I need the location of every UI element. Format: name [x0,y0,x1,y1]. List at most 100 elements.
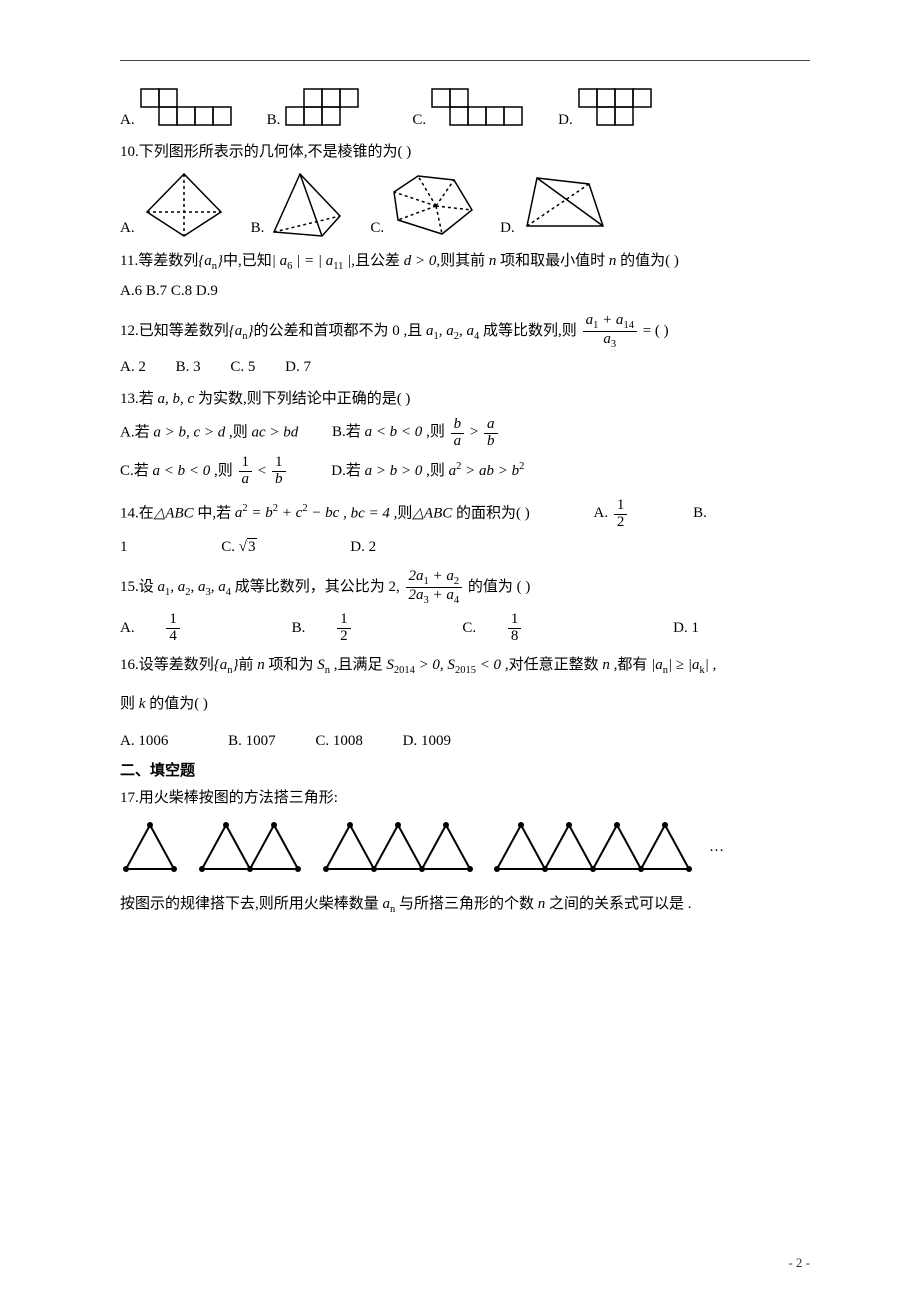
q17-ellipsis: … [709,839,724,855]
q12-text: 12.已知等差数列{an}的公差和首项都不为 0 ,且 a1, a2, a4 成… [120,313,810,350]
q13b-pre: B.若 [332,424,365,440]
q15-pre: 15.设 [120,579,154,595]
q9-option-c: C. [412,87,530,131]
q16-line2: 则 k 的值为( ) [120,693,810,716]
q10-a-label: A. [120,217,135,240]
q11-m2: ,且公差 [351,253,400,269]
q17-text: 17.用火柴棒按图的方法搭三角形: [120,787,810,810]
q17-t2-tail: 之间的关系式可以是 . [545,896,691,912]
page: A. B. [0,0,920,1302]
q15-options: A. 14 B. 12 C. 18 D. 1 [120,612,810,645]
q16-a: A. 1006 [120,730,168,753]
q15-d: D. 1 [673,617,699,640]
q10-option-d: D. [500,170,609,240]
q12-tail: = ( ) [643,323,669,339]
q9-c-label: C. [412,109,426,132]
q12-options: A. 2 B. 3 C. 5 D. 7 [120,356,810,379]
q10-option-a: A. [120,170,229,240]
q10-c-label: C. [370,217,384,240]
q12-fraction: a1 + a14a3 [583,313,637,350]
q13d-mid: ,则 [422,463,448,479]
q12-m2: ,且 [404,323,423,339]
q16-c: C. 1008 [315,730,363,753]
q14-a-label: A. [594,505,609,521]
section2-heading: 二、填空题 [120,760,810,783]
q15-fraction: 2a1 + a22a3 + a4 [406,569,463,606]
q10-options-row: A. B. C. [120,170,810,240]
q11-pre: 11.等差数列 [120,253,198,269]
q15-a: A. 14 [120,612,232,645]
q16-options: A. 1006 B. 1007 C. 1008 D. 1009 [120,730,810,753]
q14-b: B. [693,505,707,521]
q9-option-d: D. [558,87,677,131]
q14-m4: 的面积为( ) [456,505,530,521]
q13a-math: a > b, c > d [153,424,225,440]
q16-d: D. 1009 [403,730,451,753]
q16-m6: , [709,657,717,673]
cube-net-d-icon [577,87,677,131]
q15-m1: 成等比数列，其公比为 2, [235,579,400,595]
q16-b: B. 1007 [228,730,276,753]
q11-options: A.6 B.7 C.8 D.9 [120,280,810,303]
cube-net-b-icon [284,87,384,131]
q13-a: A.若 a > b, c > d ,则 ac > bd [120,424,298,440]
triangle-2-icon [196,819,304,875]
q13a-pre: A.若 [120,424,153,440]
q9-b-label: B. [267,109,281,132]
pyramid-c-icon [388,170,478,240]
q13b-math: a < b < 0 [365,424,423,440]
q16-l2-pre: 则 [120,696,139,712]
q13-c: C.若 a < b < 0 ,则 1a < 1b [120,463,288,479]
q13c-mid: ,则 [210,463,236,479]
q12-m3: 成等比数列,则 [483,323,577,339]
q10-option-b: B. [251,170,349,240]
q10-b-label: B. [251,217,265,240]
q12-a: A. 2 [120,356,146,379]
q12-c: C. 5 [230,356,255,379]
q16-l2-tail: 的值为( ) [145,696,208,712]
q14-m2: , [339,505,350,521]
q10-d-label: D. [500,217,515,240]
q13b-mid: ,则 [422,424,448,440]
q15-b: B. 12 [292,612,403,645]
q15-c-label: C. [462,617,476,640]
q14-d: D. 2 [350,539,376,555]
q9-a-label: A. [120,109,135,132]
triangle-3-icon [320,819,476,875]
q14-line2: 1 C. √3 D. 2 [120,536,810,559]
q11-m4: 项和取最小值时 [496,253,609,269]
q9-options-row: A. B. [120,87,810,131]
q14-a: A. 12 [594,505,630,521]
q12-b: B. 3 [176,356,201,379]
pyramid-b-icon [268,170,348,240]
q13-text: 13.若 a, b, c 为实数,则下列结论中正确的是( ) [120,388,810,411]
q13-row1: A.若 a > b, c > d ,则 ac > bd B.若 a < b < … [120,417,810,450]
q13a-math2: ac > bd [252,424,299,440]
q15-tail: 的值为 ( ) [468,579,531,595]
q12-pre: 12.已知等差数列 [120,323,229,339]
q13c-math: a < b < 0 [153,463,211,479]
q14-l2-pre: 1 [120,539,128,555]
q13d-pre: D.若 [331,463,364,479]
q13-row2: C.若 a < b < 0 ,则 1a < 1b D.若 a > b > 0 ,… [120,455,810,488]
q14-pre: 14.在 [120,505,154,521]
triangle-1-icon [120,819,180,875]
q17-t2-pre: 按图示的规律搭下去,则所用火柴棒数量 [120,896,383,912]
q11-m5: 的值为( ) [616,253,679,269]
q16-m5: ,都有 [610,657,651,673]
cube-net-a-icon [139,87,239,131]
q17-t2-mid: 与所搭三角形的个数 [395,896,538,912]
cube-net-c-icon [430,87,530,131]
q16-pre: 16.设等差数列 [120,657,214,673]
q10-option-c: C. [370,170,478,240]
q14-c: C. √3 [221,539,256,555]
top-rule [120,60,810,61]
q9-option-b: B. [267,87,385,131]
q16-m3: ,且满足 [330,657,386,673]
q14-text: 14.在△ABC 中,若 a2 = b2 + c2 − bc , bc = 4 … [120,498,810,531]
q10-text: 10.下列图形所表示的几何体,不是棱锥的为( ) [120,141,810,164]
q14-m1: 中,若 [197,505,235,521]
q15-a-label: A. [120,617,135,640]
page-number: - 2 - [788,1253,810,1273]
q16-text: 16.设等差数列{an}前 n 项和为 Sn ,且满足 S2014 > 0, S… [120,654,810,679]
